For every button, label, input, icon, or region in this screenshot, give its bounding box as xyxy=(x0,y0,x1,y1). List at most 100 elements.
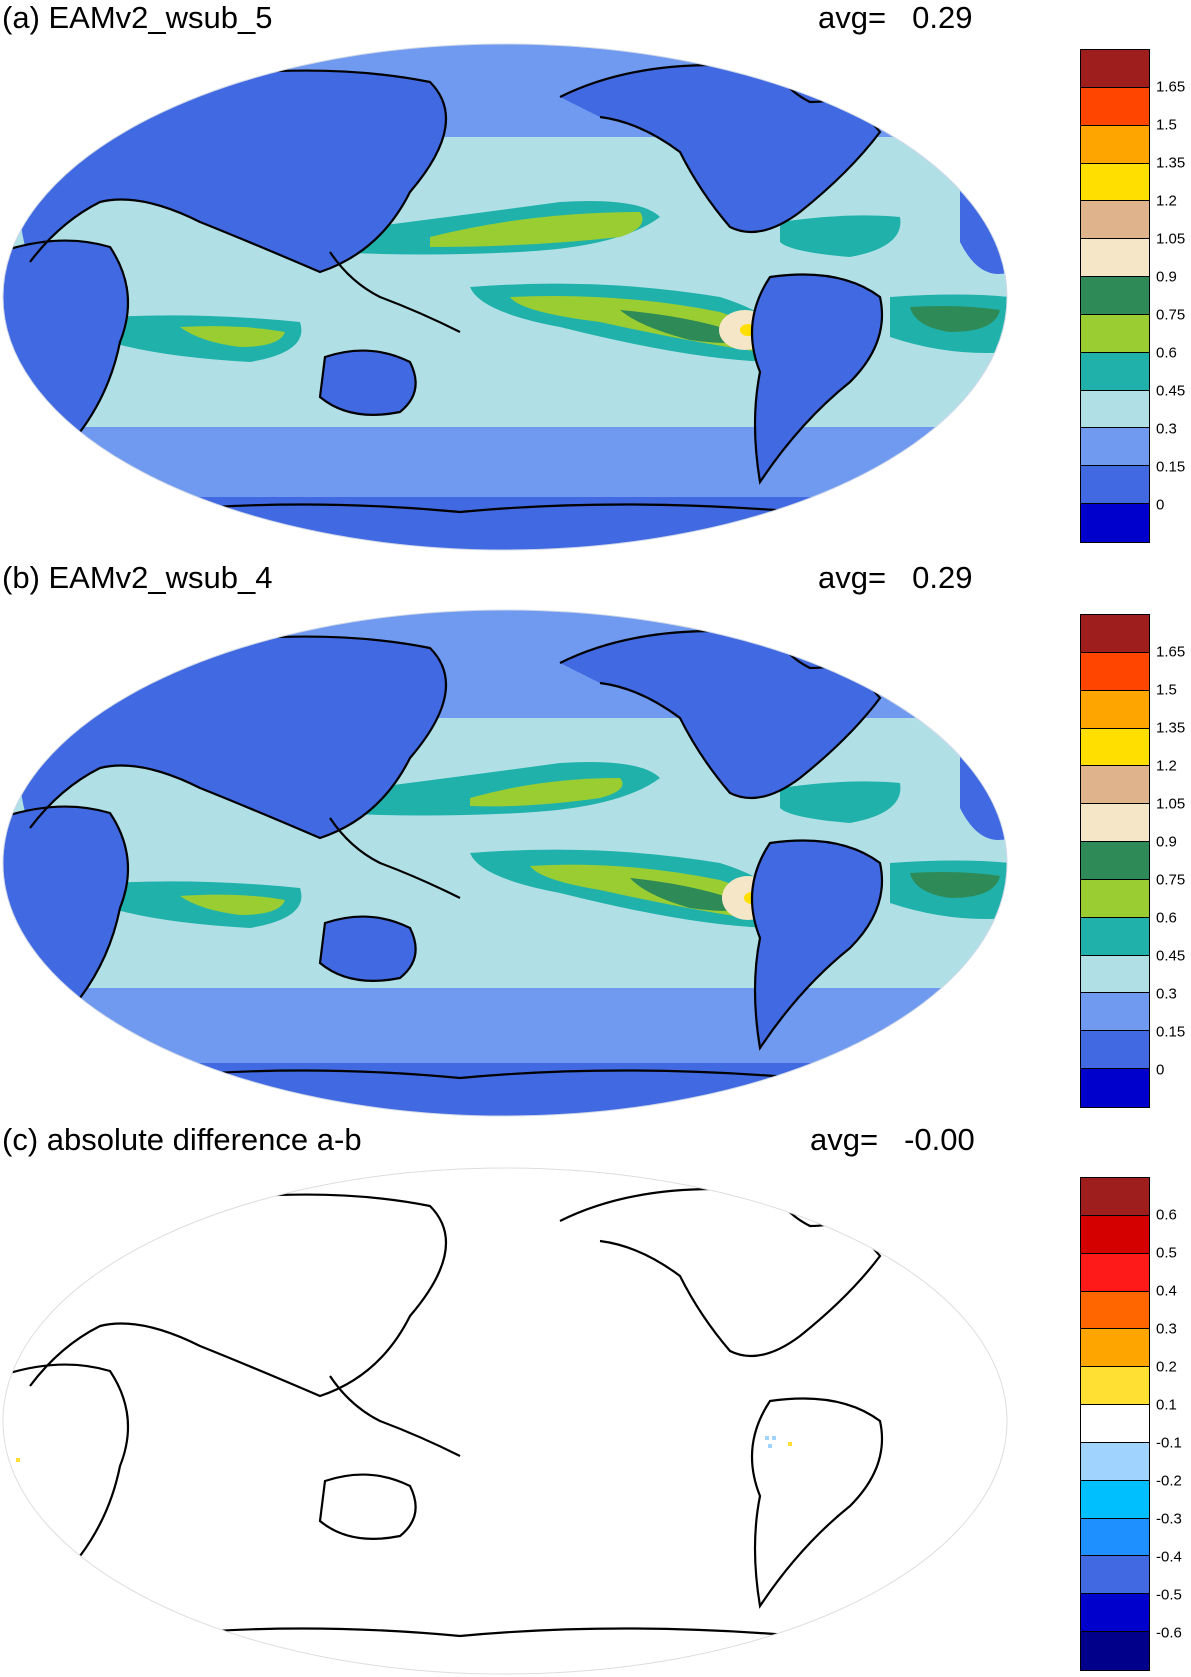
colorbar-swatch xyxy=(1081,728,1149,767)
panel-a-avg: avg= 0.29 xyxy=(818,2,972,33)
colorbar-swatch xyxy=(1081,879,1149,918)
colorbar-swatch xyxy=(1081,652,1149,691)
colorbar-swatch xyxy=(1081,615,1149,653)
colorbar-tick-label: 0 xyxy=(1156,1061,1165,1079)
colorbar-swatch xyxy=(1081,1215,1149,1254)
panel-a-antarctic xyxy=(3,497,1007,550)
panel-a-avg-value: 0.29 xyxy=(912,0,973,35)
panel-c-avg-label: avg= xyxy=(810,1122,879,1157)
colorbar-tick-label: 0.3 xyxy=(1156,985,1177,1003)
colorbar-swatch xyxy=(1081,955,1149,994)
panel-a-colorbar xyxy=(1080,49,1150,543)
panel-b-australia xyxy=(320,916,416,981)
colorbar-tick-label: 1.65 xyxy=(1156,78,1186,96)
colorbar-swatch xyxy=(1081,993,1149,1032)
panel-b-itcz-band-north xyxy=(470,778,623,807)
panel-b-indian-core xyxy=(180,894,285,915)
panel-b-itcz-north xyxy=(330,762,660,816)
panel-b-spcz-core xyxy=(630,878,750,911)
colorbar-swatch xyxy=(1081,690,1149,729)
colorbar-swatch xyxy=(1081,842,1149,880)
panel-c-background xyxy=(3,1168,1007,1674)
panel-a-colorbar-ticks: 1.65 1.5 1.35 1.2 1.05 0.9 0.75 0.6 0.45 0.3 0.15 0 xyxy=(1150,49,1190,543)
colorbar-swatch xyxy=(1081,1253,1149,1292)
colorbar-tick-label: 0.5 xyxy=(1156,1244,1177,1262)
colorbar-tick-label: 0.9 xyxy=(1156,833,1177,851)
colorbar-swatch xyxy=(1081,1405,1149,1443)
panel-c: (c) absolute difference a-b avg= -0.00 xyxy=(0,1120,1191,1677)
colorbar-tick-label: 0.2 xyxy=(1156,1358,1177,1376)
panel-a: (a) EAMv2_wsub_5 avg= 0.29 xyxy=(0,0,1191,560)
colorbar-tick-label: 1.35 xyxy=(1156,719,1186,737)
colorbar-tick-label: 0.15 xyxy=(1156,458,1186,476)
panel-c-diff-pixel-2 xyxy=(772,1436,776,1440)
colorbar-swatch xyxy=(1081,1594,1149,1633)
colorbar-swatch xyxy=(1081,239,1149,278)
colorbar-tick-label: 1.35 xyxy=(1156,154,1186,172)
colorbar-tick-label: -0.2 xyxy=(1156,1472,1182,1490)
colorbar-swatch xyxy=(1081,1556,1149,1595)
panel-b-avg: avg= 0.29 xyxy=(818,562,972,593)
colorbar-tick-label: 0.75 xyxy=(1156,871,1186,889)
panel-b-north-america xyxy=(560,631,880,798)
colorbar-swatch xyxy=(1081,1178,1149,1216)
colorbar-tick-label: 1.2 xyxy=(1156,192,1177,210)
colorbar-swatch xyxy=(1081,766,1149,805)
colorbar-tick-label: 0.45 xyxy=(1156,382,1186,400)
colorbar-swatch xyxy=(1081,87,1149,126)
colorbar-swatch xyxy=(1081,1329,1149,1368)
colorbar-tick-label: -0.3 xyxy=(1156,1510,1182,1528)
colorbar-tick-label: -0.1 xyxy=(1156,1434,1182,1452)
colorbar-swatch xyxy=(1081,1069,1149,1107)
panel-b-south-america xyxy=(752,840,882,1048)
colorbar-swatch xyxy=(1081,1518,1149,1557)
panel-b: (b) EAMv2_wsub_4 avg= 0.29 xyxy=(0,560,1191,1120)
colorbar-tick-label: 0 xyxy=(1156,496,1165,514)
colorbar-swatch xyxy=(1081,125,1149,164)
colorbar-swatch xyxy=(1081,390,1149,429)
panel-b-map xyxy=(2,609,1008,1117)
panel-c-diff-pixel-5 xyxy=(16,1458,20,1462)
colorbar-swatch xyxy=(1081,277,1149,315)
colorbar-tick-label: -0.6 xyxy=(1156,1624,1182,1642)
colorbar-tick-label: -0.5 xyxy=(1156,1586,1182,1604)
colorbar-swatch xyxy=(1081,50,1149,88)
panel-c-avg-value: -0.00 xyxy=(904,1122,975,1157)
colorbar-swatch xyxy=(1081,352,1149,391)
colorbar-tick-label: 1.05 xyxy=(1156,230,1186,248)
colorbar-swatch xyxy=(1081,1442,1149,1481)
panel-b-antarctic xyxy=(3,1063,1007,1116)
colorbar-tick-label: 1.2 xyxy=(1156,757,1177,775)
colorbar-tick-label: 1.05 xyxy=(1156,795,1186,813)
panel-a-itcz-band-north xyxy=(430,212,643,247)
colorbar-tick-label: 0.1 xyxy=(1156,1396,1177,1414)
panel-c-diff-pixel-4 xyxy=(788,1442,792,1446)
colorbar-swatch xyxy=(1081,504,1149,542)
panel-c-title: (c) absolute difference a-b xyxy=(2,1122,362,1157)
colorbar-tick-label: 1.5 xyxy=(1156,116,1177,134)
panel-a-north-america xyxy=(560,65,880,232)
panel-c-avg: avg= -0.00 xyxy=(810,1124,975,1155)
colorbar-swatch xyxy=(1081,804,1149,843)
panel-a-title: (a) EAMv2_wsub_5 xyxy=(2,0,273,35)
colorbar-tick-label: 0.45 xyxy=(1156,947,1186,965)
panel-c-diff-pixel-1 xyxy=(765,1436,769,1440)
panel-a-map xyxy=(2,43,1008,551)
colorbar-tick-label: 0.6 xyxy=(1156,344,1177,362)
colorbar-swatch xyxy=(1081,1367,1149,1406)
panel-a-australia xyxy=(320,350,416,415)
panel-b-colorbar xyxy=(1080,614,1150,1108)
colorbar-swatch xyxy=(1081,428,1149,467)
panel-c-map xyxy=(2,1167,1008,1675)
colorbar-swatch xyxy=(1081,201,1149,240)
panel-a-south-america xyxy=(752,274,882,482)
panel-c-colorbar-ticks: 0.6 0.5 0.4 0.3 0.2 0.1 -0.1 -0.2 -0.3 -0.4 -0.5 -0… xyxy=(1150,1177,1190,1671)
colorbar-tick-label: 1.65 xyxy=(1156,643,1186,661)
panel-b-itcz-atlantic xyxy=(780,781,901,823)
colorbar-tick-label: 1.5 xyxy=(1156,681,1177,699)
panel-b-avg-label: avg= xyxy=(818,560,887,595)
panel-a-itcz-atlantic xyxy=(780,215,901,257)
panel-a-spcz-core xyxy=(620,310,750,343)
colorbar-tick-label: 0.9 xyxy=(1156,268,1177,286)
colorbar-swatch xyxy=(1081,163,1149,202)
